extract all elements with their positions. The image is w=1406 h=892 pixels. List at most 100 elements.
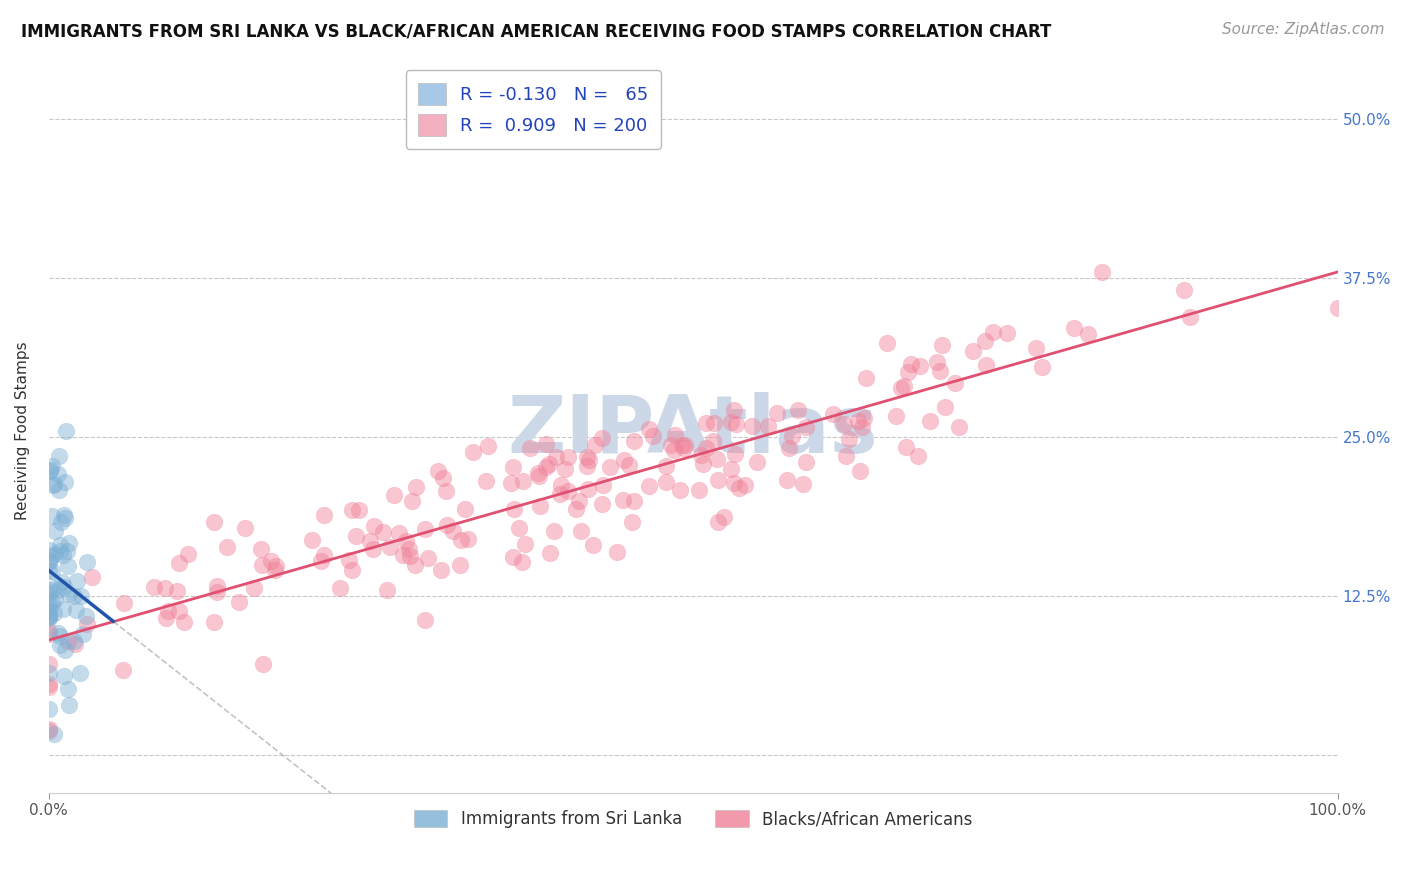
Point — [398, 541, 420, 556]
Point — [76, 616, 98, 631]
Point — [925, 355, 948, 369]
Point — [427, 464, 450, 478]
Point — [450, 533, 472, 548]
Point — [46, 467, 69, 481]
Point — [143, 580, 166, 594]
Point — [48, 543, 70, 558]
Point — [404, 558, 426, 573]
Point — [48, 630, 70, 644]
Point — [53, 580, 76, 594]
Point — [38, 702, 60, 716]
Point — [156, 603, 179, 617]
Point — [432, 471, 454, 485]
Point — [1173, 283, 1195, 297]
Point — [42, 478, 65, 492]
Point — [361, 541, 384, 556]
Point — [599, 459, 621, 474]
Point — [260, 554, 283, 568]
Point — [312, 508, 335, 522]
Point — [557, 483, 579, 498]
Point — [58, 698, 80, 712]
Point — [623, 494, 645, 508]
Point — [659, 438, 682, 452]
Point — [41, 459, 63, 474]
Point — [605, 545, 627, 559]
Point — [671, 438, 693, 452]
Point — [897, 365, 920, 379]
Point — [38, 609, 60, 624]
Point — [838, 432, 860, 446]
Point — [38, 610, 60, 624]
Point — [56, 634, 79, 648]
Point — [401, 494, 423, 508]
Point — [340, 502, 363, 516]
Point — [38, 604, 60, 618]
Point — [910, 359, 932, 374]
Point — [52, 602, 75, 616]
Point — [554, 462, 576, 476]
Point — [703, 417, 725, 431]
Point — [457, 532, 479, 546]
Point — [46, 626, 69, 640]
Point — [347, 503, 370, 517]
Point — [44, 524, 66, 538]
Point — [612, 492, 634, 507]
Point — [620, 515, 643, 529]
Point — [205, 585, 228, 599]
Point — [723, 403, 745, 417]
Point — [920, 414, 942, 428]
Point — [510, 555, 533, 569]
Point — [359, 534, 381, 549]
Point — [38, 543, 60, 558]
Point — [434, 483, 457, 498]
Point — [613, 453, 636, 467]
Point — [70, 589, 93, 603]
Point — [894, 440, 917, 454]
Point — [537, 458, 560, 472]
Point — [52, 548, 75, 562]
Text: IMMIGRANTS FROM SRI LANKA VS BLACK/AFRICAN AMERICAN RECEIVING FOOD STAMPS CORREL: IMMIGRANTS FROM SRI LANKA VS BLACK/AFRIC… — [21, 22, 1052, 40]
Point — [38, 608, 60, 623]
Point — [623, 434, 645, 449]
Point — [207, 579, 229, 593]
Point — [388, 525, 411, 540]
Point — [250, 542, 273, 557]
Point — [38, 554, 60, 568]
Point — [477, 439, 499, 453]
Point — [502, 460, 524, 475]
Point — [76, 555, 98, 569]
Point — [233, 521, 256, 535]
Point — [568, 494, 591, 508]
Point — [56, 558, 79, 573]
Point — [53, 475, 76, 490]
Point — [851, 420, 873, 434]
Point — [527, 468, 550, 483]
Point — [1178, 310, 1201, 324]
Y-axis label: Receiving Food Stamps: Receiving Food Stamps — [15, 342, 30, 520]
Point — [58, 587, 80, 601]
Point — [557, 450, 579, 464]
Point — [695, 441, 717, 455]
Point — [38, 564, 60, 578]
Point — [301, 533, 323, 547]
Point — [38, 666, 60, 681]
Point — [673, 438, 696, 452]
Point — [582, 538, 605, 552]
Point — [312, 548, 335, 562]
Point — [38, 657, 60, 671]
Point — [56, 682, 79, 697]
Point — [436, 517, 458, 532]
Point — [51, 575, 73, 590]
Point — [707, 515, 730, 529]
Point — [794, 455, 817, 469]
Point — [49, 515, 72, 529]
Point — [395, 533, 418, 548]
Point — [765, 406, 787, 420]
Point — [416, 550, 439, 565]
Point — [173, 615, 195, 629]
Point — [907, 449, 929, 463]
Point — [41, 564, 63, 578]
Point — [69, 666, 91, 681]
Point — [723, 475, 745, 490]
Point — [1025, 341, 1047, 355]
